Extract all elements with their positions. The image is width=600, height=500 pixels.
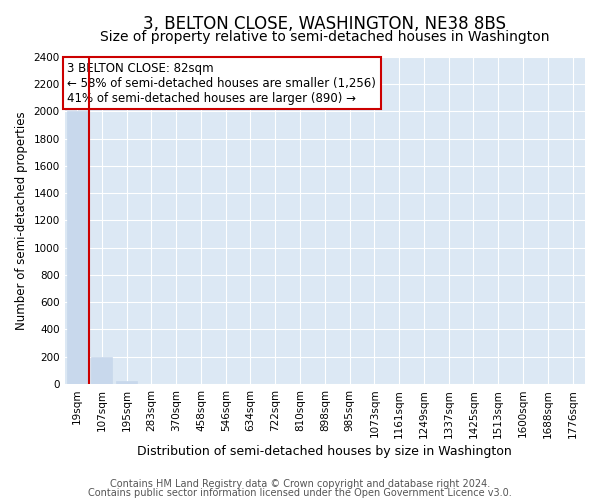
Bar: [116, 380, 137, 384]
Text: Contains HM Land Registry data © Crown copyright and database right 2024.: Contains HM Land Registry data © Crown c…: [110, 479, 490, 489]
Title: 3, BELTON CLOSE, WASHINGTON, NE38 8BS: 3, BELTON CLOSE, WASHINGTON, NE38 8BS: [143, 15, 506, 33]
Bar: [91, 356, 112, 384]
Bar: [67, 112, 88, 384]
Y-axis label: Number of semi-detached properties: Number of semi-detached properties: [15, 111, 28, 330]
Text: Size of property relative to semi-detached houses in Washington: Size of property relative to semi-detach…: [100, 30, 550, 44]
Text: Contains public sector information licensed under the Open Government Licence v3: Contains public sector information licen…: [88, 488, 512, 498]
X-axis label: Distribution of semi-detached houses by size in Washington: Distribution of semi-detached houses by …: [137, 444, 512, 458]
Text: 3 BELTON CLOSE: 82sqm
← 58% of semi-detached houses are smaller (1,256)
41% of s: 3 BELTON CLOSE: 82sqm ← 58% of semi-deta…: [67, 62, 376, 104]
